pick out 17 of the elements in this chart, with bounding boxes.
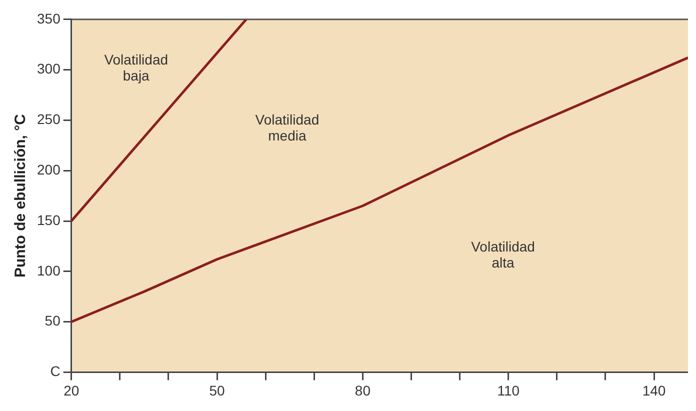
y-tick-label: 200 xyxy=(37,161,61,178)
annotation: Volatilidad baja xyxy=(104,52,168,84)
y-tick-label: 150 xyxy=(37,212,61,228)
x-tick-label: 140 xyxy=(642,382,666,398)
x-tick-label: 50 xyxy=(209,382,226,398)
x-tick-label: 110 xyxy=(497,382,520,398)
y-axis-title: Punto de ebullición, °C xyxy=(12,114,30,278)
y-tick-label: 350 xyxy=(37,10,61,26)
y-tick-label: 250 xyxy=(37,111,61,128)
x-tick-label: 20 xyxy=(64,382,80,398)
y-tick-label: 300 xyxy=(37,60,61,77)
x-tick-label: 80 xyxy=(354,382,371,398)
annotation: Volatilidad media xyxy=(255,112,320,144)
y-tick-label: C xyxy=(50,363,60,380)
annotation: Volatilidad alta xyxy=(471,238,535,271)
y-tick-label: 100 xyxy=(37,262,61,278)
y-tick-label: 50 xyxy=(44,312,61,329)
